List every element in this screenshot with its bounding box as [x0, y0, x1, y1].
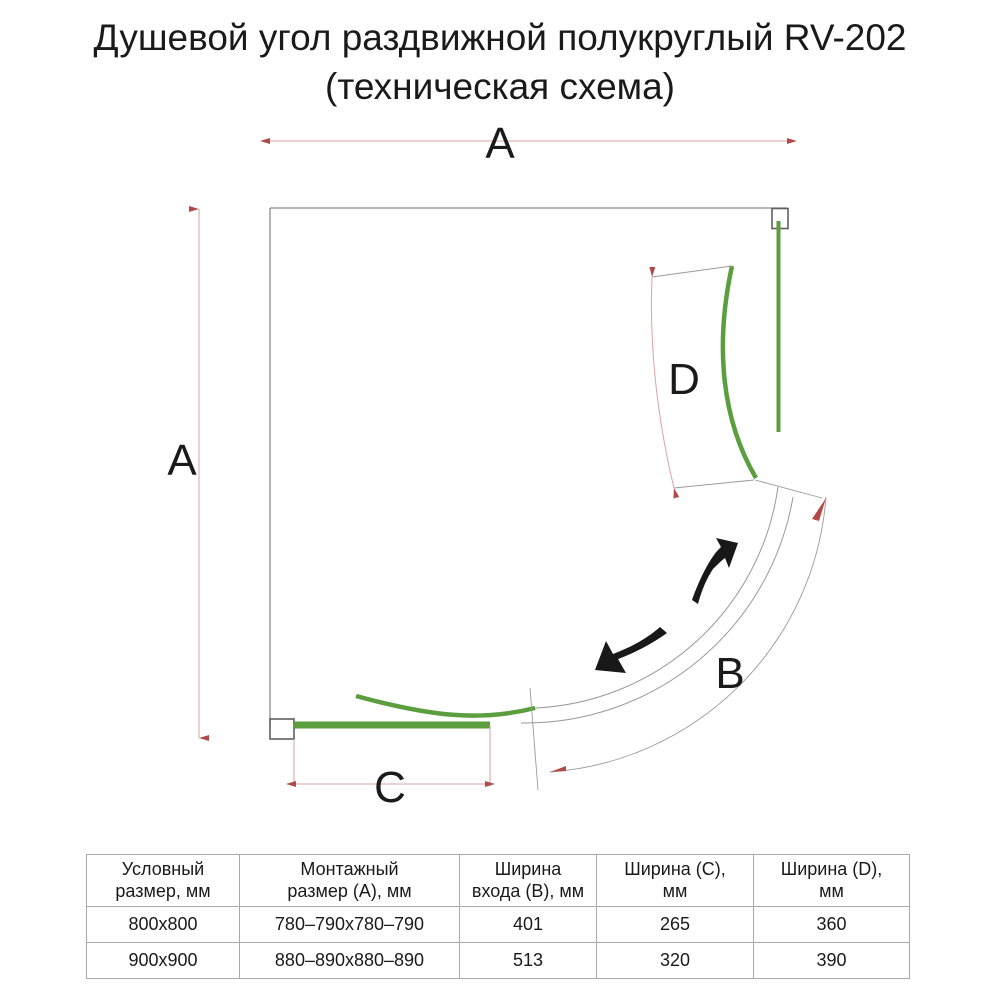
svg-text:A: A [167, 436, 197, 485]
svg-text:A: A [485, 119, 515, 168]
svg-text:D: D [668, 355, 700, 404]
svg-text:C: C [374, 763, 406, 812]
svg-text:B: B [715, 649, 744, 698]
